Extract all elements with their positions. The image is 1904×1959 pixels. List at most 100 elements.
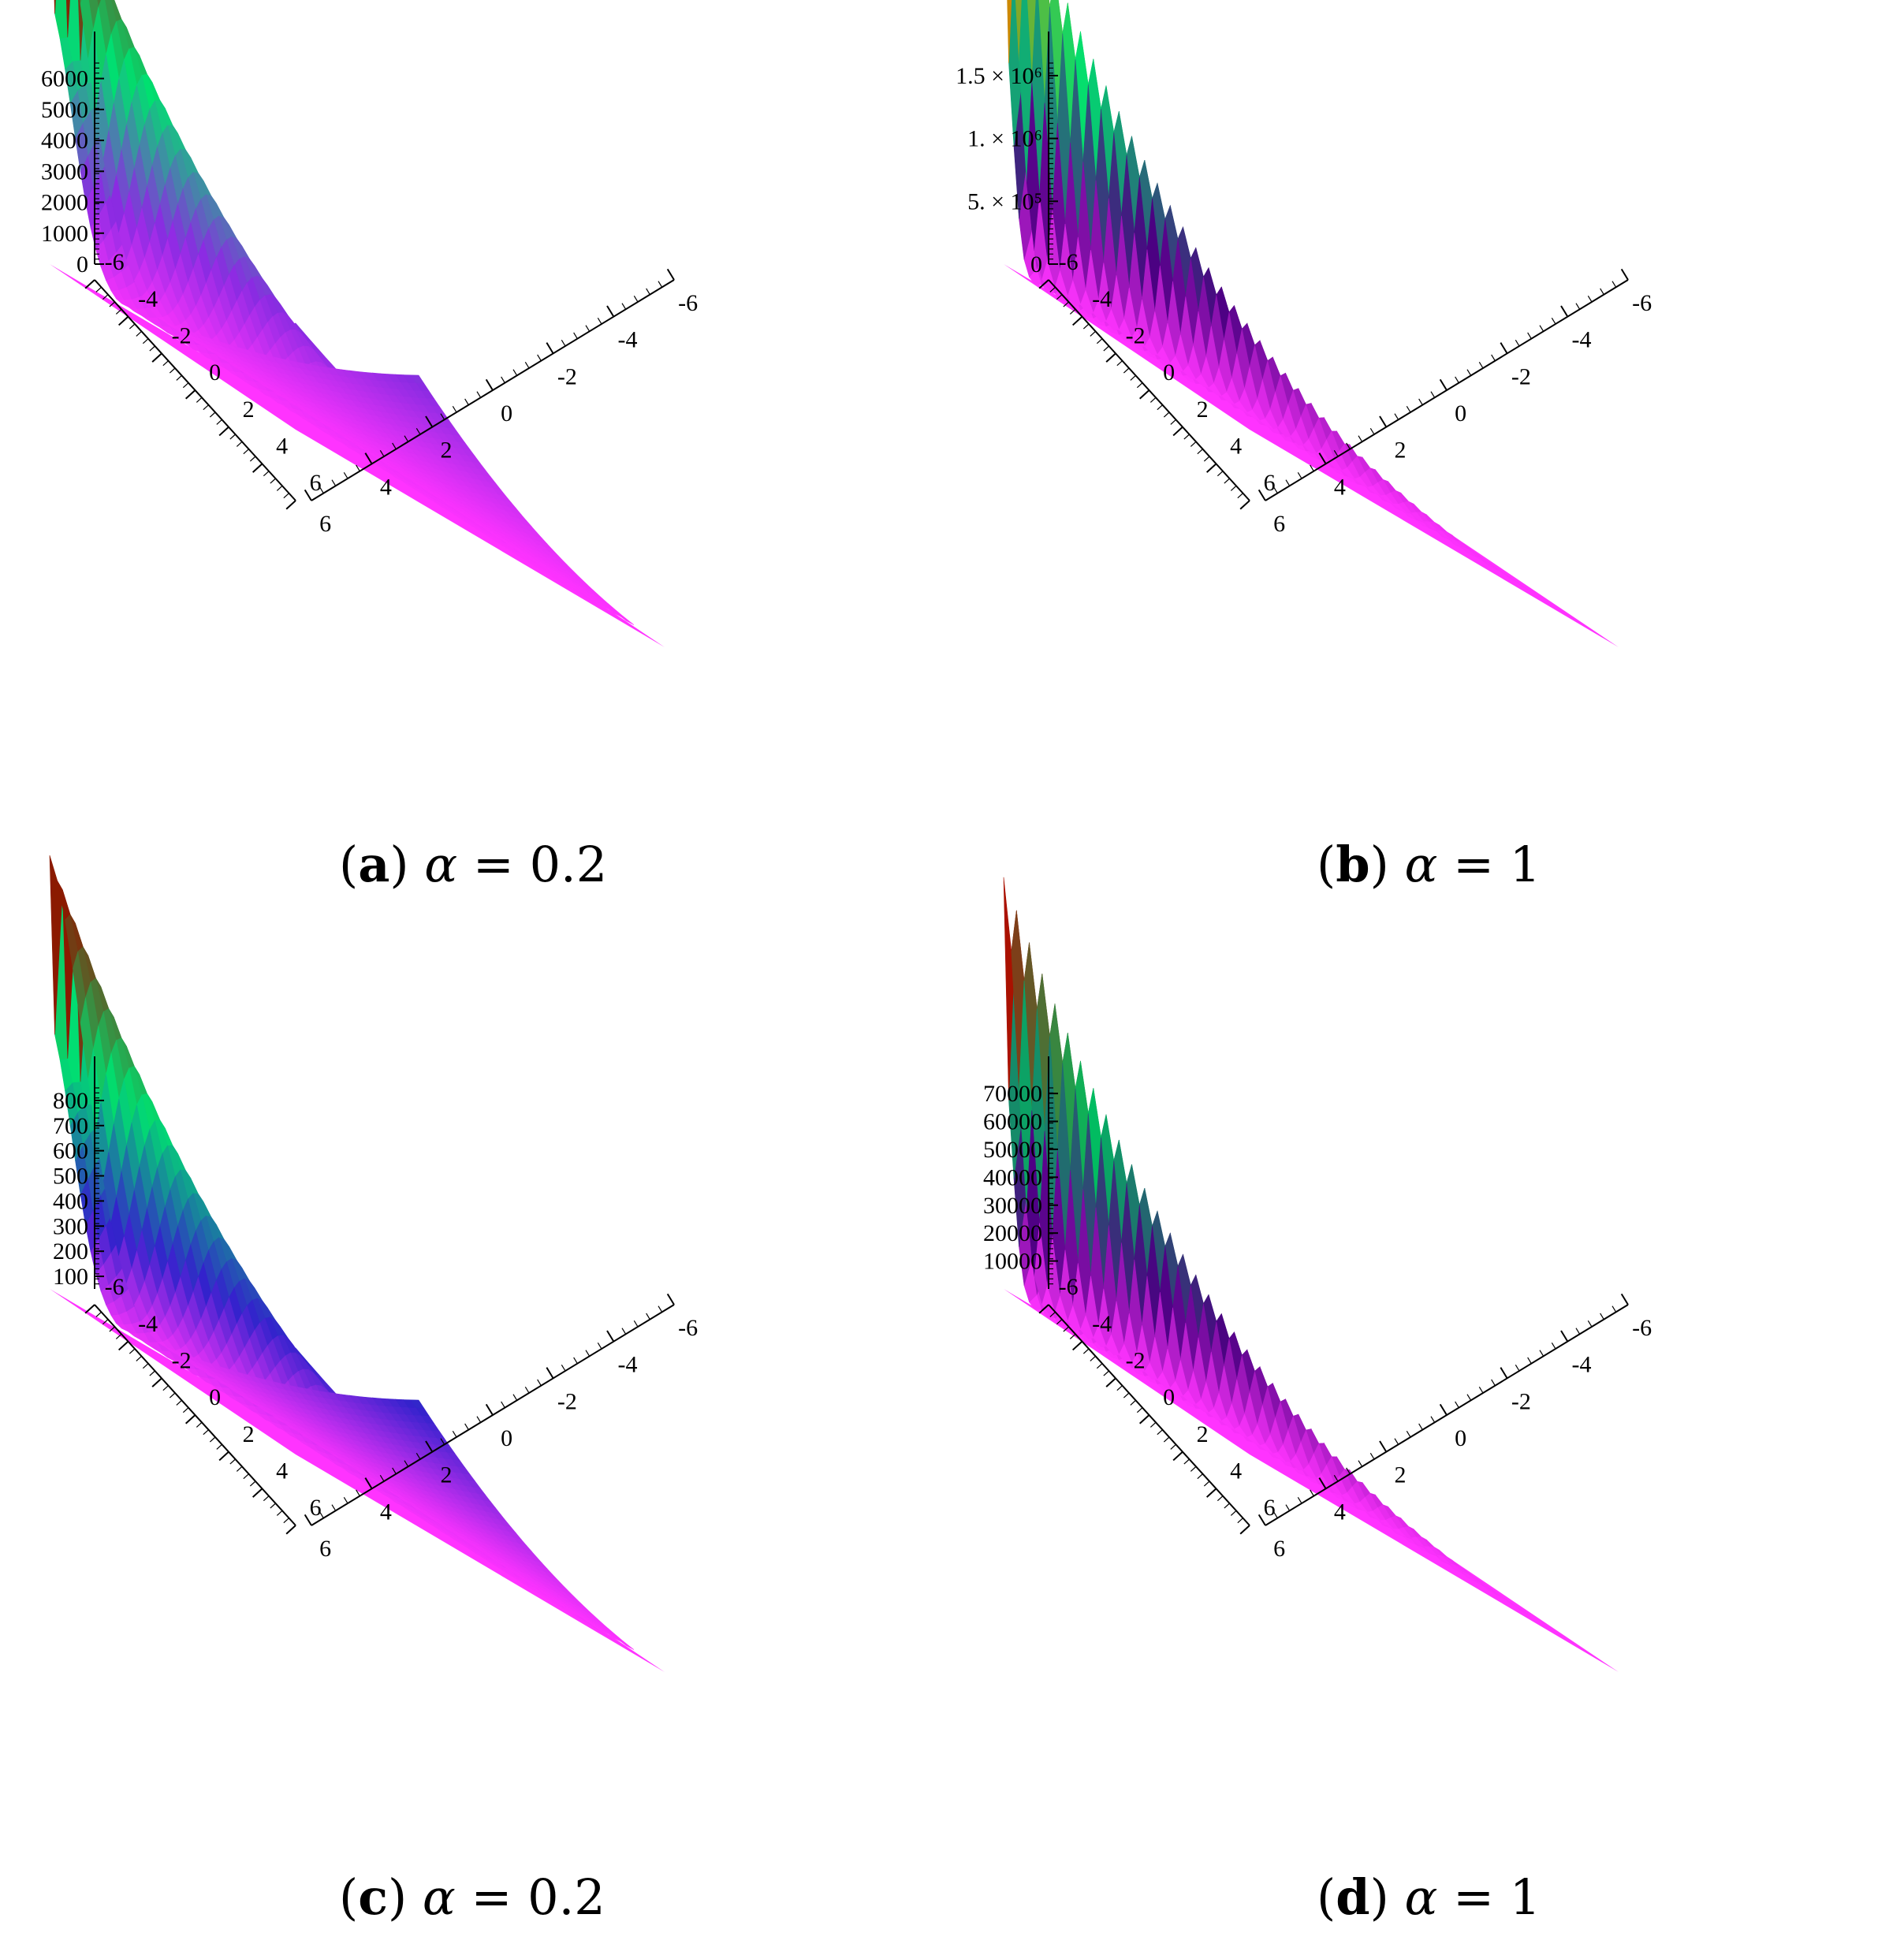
x-minor-tick xyxy=(1123,367,1130,374)
surface-facet xyxy=(1015,0,1023,61)
x-minor-tick xyxy=(1063,301,1069,307)
y-minor-tick xyxy=(1551,318,1556,325)
z-tick-label: 4000 xyxy=(41,128,88,154)
y-tick-mark xyxy=(304,489,312,501)
y-tick-mark xyxy=(1439,378,1448,391)
y-minor-tick xyxy=(331,479,337,486)
chart-panel-c: 100 200 300 400 500 600 700 800 -6 -4 -2 0 2 4 6 6 4 2 0 -2… xyxy=(0,855,946,1813)
y-minor-tick xyxy=(633,296,639,303)
x-tick-mark xyxy=(84,279,95,289)
x-minor-tick xyxy=(95,286,102,292)
x-minor-tick xyxy=(1056,294,1063,300)
y-minor-tick xyxy=(1310,464,1314,471)
z-tick-label: 6000 xyxy=(41,66,88,92)
x-minor-tick xyxy=(136,330,142,337)
x-minor-tick xyxy=(1149,397,1157,403)
y-minor-tick xyxy=(1575,303,1581,310)
x-minor-tick xyxy=(176,374,182,381)
y-minor-tick xyxy=(621,303,627,310)
floor-plane xyxy=(50,264,665,647)
surface-mesh xyxy=(1007,0,1530,590)
z-tick-label: 1000 xyxy=(41,221,88,247)
x-tick-mark xyxy=(1105,352,1116,363)
x-tick-mark xyxy=(1071,315,1083,326)
y-tick-label: -2 xyxy=(1511,363,1531,389)
x-minor-tick xyxy=(1090,330,1096,337)
x-minor-tick xyxy=(1096,338,1103,345)
surface-facet xyxy=(605,1635,619,1644)
surface-plot-c: 100200300400500600700800-6-4-202466420-2… xyxy=(49,855,698,1672)
x-tick-mark xyxy=(1038,279,1049,289)
chart-panel-b: 0 5. × 10⁵ 1. × 10⁶ 1.5 × 10⁶ -6 -4 -2 0 2 4 6 6 4 2 0… xyxy=(954,0,1900,788)
y-minor-tick xyxy=(537,354,542,361)
x-minor-tick xyxy=(1237,493,1243,499)
y-tick-label: 6 xyxy=(1273,511,1285,537)
z-tick-label: 0 xyxy=(76,251,88,277)
y-minor-tick xyxy=(1466,369,1472,376)
x-minor-tick xyxy=(149,345,155,352)
surface-facet xyxy=(1492,566,1507,575)
x-tick-label: -4 xyxy=(1092,286,1112,312)
x-tick-mark xyxy=(1205,463,1217,473)
y-tick-mark xyxy=(606,305,615,318)
surface-mesh xyxy=(49,855,635,1650)
surface-mesh xyxy=(54,0,635,625)
y-minor-tick xyxy=(1539,325,1544,332)
surface-facet xyxy=(1392,503,1407,512)
y-minor-tick xyxy=(501,376,505,383)
y-minor-tick xyxy=(343,472,348,479)
x-minor-tick xyxy=(1157,404,1163,411)
x-tick-mark xyxy=(252,463,263,473)
y-minor-tick xyxy=(512,369,518,376)
y-minor-tick xyxy=(1478,362,1484,369)
y-minor-tick xyxy=(1285,479,1291,486)
x-minor-tick xyxy=(1230,485,1237,491)
x-minor-tick xyxy=(249,456,256,462)
y-tick-mark xyxy=(546,342,554,354)
x-minor-tick xyxy=(1197,449,1203,455)
y-minor-tick xyxy=(1297,472,1302,479)
y-tick-label: -2 xyxy=(557,363,577,389)
x-tick-mark xyxy=(151,352,162,363)
surface-facet xyxy=(1511,577,1524,587)
x-minor-tick xyxy=(1170,419,1176,425)
y-tick-mark xyxy=(425,415,434,428)
x-minor-tick xyxy=(169,367,176,374)
x-minor-tick xyxy=(129,323,136,330)
z-tick-label: 1.5 × 10⁶ xyxy=(956,63,1042,89)
x-minor-tick xyxy=(1163,412,1170,418)
z-tick-label: 1. × 10⁶ xyxy=(967,126,1042,152)
y-tick-mark xyxy=(364,453,373,464)
x-minor-tick xyxy=(1082,323,1090,330)
y-minor-tick xyxy=(415,428,421,435)
y-tick-label: 0 xyxy=(1455,400,1466,426)
y-minor-tick xyxy=(1515,340,1520,347)
x-tick-label: 2 xyxy=(1197,397,1209,423)
y-tick-label: -6 xyxy=(1632,290,1652,316)
x-minor-tick xyxy=(229,434,236,440)
y-tick-mark xyxy=(485,378,494,391)
x-minor-tick xyxy=(1069,308,1076,315)
x-tick-label: -6 xyxy=(105,249,125,275)
y-minor-tick xyxy=(1600,288,1604,295)
y-tick-label: -4 xyxy=(618,327,638,353)
y-minor-tick xyxy=(1418,398,1423,405)
y-minor-tick xyxy=(440,413,445,420)
z-tick-label: 3000 xyxy=(41,158,88,184)
y-minor-tick xyxy=(1587,296,1593,303)
surface-facet xyxy=(605,610,619,619)
y-minor-tick xyxy=(1358,435,1363,442)
y-tick-mark xyxy=(1620,268,1629,281)
x-tick-label: -6 xyxy=(1059,249,1079,275)
y-minor-tick xyxy=(561,340,566,347)
y-minor-tick xyxy=(1430,391,1436,398)
x-minor-tick xyxy=(283,493,289,499)
x-tick-label: 6 xyxy=(1264,470,1276,496)
y-minor-tick xyxy=(646,288,650,295)
x-minor-tick xyxy=(243,449,249,455)
x-tick-mark xyxy=(1172,426,1183,437)
y-minor-tick xyxy=(524,362,530,369)
y-minor-tick xyxy=(1612,281,1617,288)
x-minor-tick xyxy=(162,360,169,367)
x-minor-tick xyxy=(1136,382,1143,389)
